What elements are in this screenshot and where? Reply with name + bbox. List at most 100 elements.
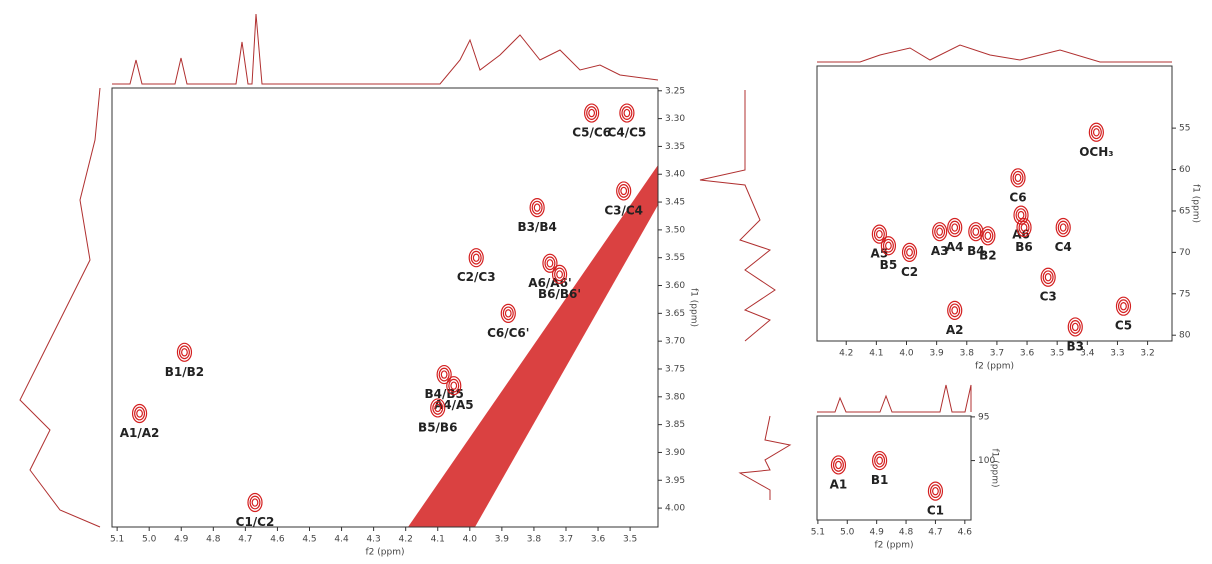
peak [1067,317,1083,337]
peak [247,492,263,513]
x-axis-label: f2 (ppm) [975,362,1014,372]
contour [1017,210,1025,220]
plot-frame [816,65,1173,342]
peak [176,342,193,362]
peak [871,224,887,244]
y-axis-label: f1 (ppm) [990,449,1000,488]
peak-label: B3/B4 [517,220,556,234]
x-tick-label: 3.6 [1020,349,1035,359]
peak [932,222,948,242]
peak-label: A5 [871,247,889,261]
peak [616,181,632,201]
contour [904,245,916,260]
peak-label: C5/C6 [572,126,611,140]
contour [932,486,939,496]
contour [586,106,598,120]
trace [699,90,776,342]
contour [450,381,458,390]
contour [588,108,596,118]
y-tick-label: 100 [978,456,995,466]
y-axis-label: f1 (ppm) [1191,184,1201,223]
contour [470,250,482,265]
peak-label: C2/C3 [457,270,496,284]
contour [982,228,994,243]
contour [584,103,600,123]
y-tick-label: 4.00 [665,504,685,514]
x-tick-label: 5.1 [110,535,124,545]
peak-label: C3 [1040,290,1057,304]
trace [19,87,101,528]
peak [927,481,944,501]
peak [542,253,558,273]
contour [906,248,913,257]
peak-label: B1/B2 [165,365,204,379]
contour [551,264,568,284]
contour [618,184,630,198]
contour [1044,273,1052,282]
contour [1071,322,1079,332]
trace [112,13,659,85]
y-tick-label: 3.95 [665,476,685,486]
contour [438,367,450,382]
peak-label: B5/B6 [418,420,457,434]
contour [972,227,980,236]
contour [468,248,484,268]
trace [738,415,792,500]
x-tick-label: 4.6 [270,535,285,545]
contour [1092,128,1100,137]
x-axis-label: f2 (ppm) [366,548,405,558]
peak [619,103,635,123]
x-tick-label: 3.7 [990,349,1004,359]
contour [531,200,543,215]
contour [1016,217,1032,238]
x-tick-label: 4.3 [366,535,380,545]
peak-label: B1 [871,473,889,487]
contour [500,303,516,323]
y-tick-label: 3.80 [665,392,685,402]
contour [949,303,961,318]
contour [1120,302,1127,311]
x-tick-label: 3.9 [929,349,944,359]
peak [901,242,918,262]
x-tick-label: 3.9 [495,535,510,545]
contour [968,222,984,242]
contour [472,253,480,262]
peak-label: C4/C5 [608,126,647,140]
plot-frame [816,415,972,521]
peak-label: A4 [946,240,964,254]
peak [1010,168,1026,188]
y-tick-label: 3.50 [665,225,685,235]
peak-label: A2 [946,323,964,337]
x-tick-label: 4.0 [899,349,914,359]
contour [1010,168,1026,188]
x-tick-label: 4.6 [958,528,973,538]
y-tick-label: 65 [1179,206,1190,216]
contour [936,227,944,236]
contour [934,224,946,239]
peak [871,450,888,471]
contour [932,222,948,242]
contour [947,300,963,320]
contour [1117,299,1129,314]
contour [131,403,148,424]
contour [951,223,959,232]
x-tick-label: 4.2 [839,349,853,359]
peak-label: C1/C2 [236,515,275,529]
contour [1057,220,1069,235]
y-tick-label: 75 [1179,289,1190,299]
x-tick-label: 4.0 [463,535,478,545]
trace [817,384,972,413]
x-tick-label: 4.2 [399,535,413,545]
x-tick-label: 3.5 [623,535,637,545]
contour [446,376,462,396]
peak [947,300,963,320]
y-tick-label: 70 [1179,248,1191,258]
peak-label: C6/C6' [487,326,529,340]
x-tick-label: 4.7 [238,535,252,545]
peak [131,403,148,424]
contour [542,253,558,273]
contour [871,224,887,244]
contour [504,309,512,318]
x-tick-label: 4.1 [869,349,883,359]
contour [832,458,844,472]
